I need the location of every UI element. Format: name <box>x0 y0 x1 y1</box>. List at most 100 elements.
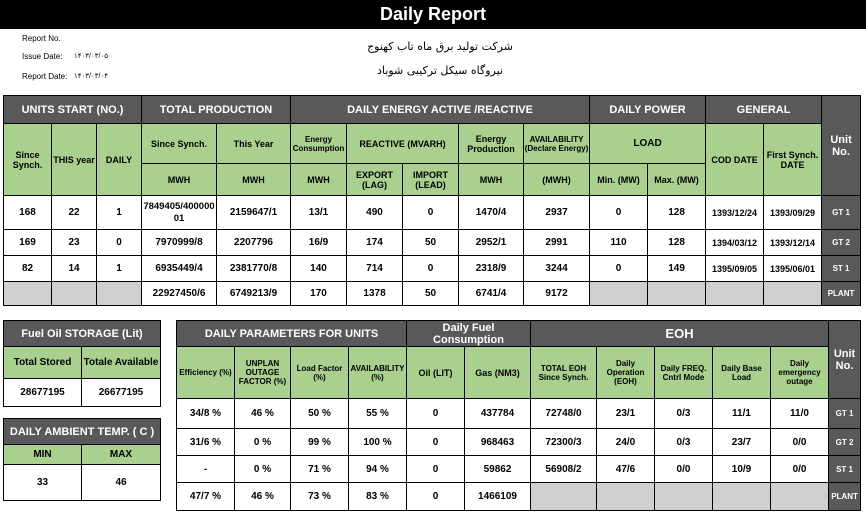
cell: 16/9 <box>290 229 348 256</box>
import-lead-header: IMPORT (LEAD) <box>402 163 460 196</box>
report-date-value: ۱۴۰۳/۰۳/۰۴ <box>74 73 108 80</box>
cell: 174 <box>346 229 404 256</box>
cell: 24/0 <box>596 428 655 456</box>
issue-date-label: Issue Date: <box>22 52 63 61</box>
cell: 2381770/8 <box>215 255 292 282</box>
cell: 46 % <box>234 398 291 429</box>
group-fuel-consumption: Daily Fuel Consumption <box>406 320 531 347</box>
temp-max-header: MAX <box>81 444 161 465</box>
reactive-header: REACTIVE (MVARH) <box>346 123 460 164</box>
cell: 149 <box>647 255 707 282</box>
cell: 73 % <box>290 482 349 511</box>
table-row: 34/8 % 46 % 50 % 55 % 0 437784 72748/0 2… <box>176 398 862 429</box>
cell: 82 <box>3 255 52 282</box>
main-report-table: UNITS START (NO.) TOTAL PRODUCTION DAILY… <box>3 95 862 306</box>
energy-production-header: Energy Production <box>458 123 525 164</box>
cell: 100 % <box>348 428 407 456</box>
table-row: 31/6 % 0 % 99 % 100 % 0 968463 72300/3 2… <box>176 428 862 456</box>
cell: 34/8 % <box>176 398 235 429</box>
cell: 1393/09/29 <box>763 195 823 230</box>
cell: 2952/1 <box>458 229 525 256</box>
energy-consumption-header: Energy Consumption <box>290 123 348 164</box>
cell: 71 % <box>290 455 349 483</box>
cell: 0 <box>406 398 465 429</box>
empty-cell <box>647 281 707 306</box>
cell: 72748/0 <box>530 398 597 429</box>
cell: 2937 <box>523 195 591 230</box>
unit-no-header: Unit No. <box>828 320 862 399</box>
cell: 0/0 <box>769 428 830 456</box>
daily-emergency-header: Daily emergency outage <box>769 346 830 399</box>
empty-cell <box>712 482 771 511</box>
unit-label: ST 1 <box>821 255 862 282</box>
total-stored-value: 28677195 <box>3 378 82 407</box>
group-total-production: TOTAL PRODUCTION <box>140 95 292 124</box>
cell: 23/1 <box>596 398 655 429</box>
cell: 2159647/1 <box>215 195 292 230</box>
cell: 169 <box>3 229 52 256</box>
issue-date-value: ۱۴۰۳/۰۳/۰۵ <box>74 53 108 60</box>
empty-cell <box>596 482 655 511</box>
cell: 72300/3 <box>530 428 597 456</box>
cell: 0 <box>96 229 142 256</box>
report-date: Report Date: ۱۴۰۳/۰۳/۰۴ <box>22 72 108 81</box>
cell: 1393/12/14 <box>763 229 823 256</box>
cell: 22927450/6 <box>141 281 217 306</box>
total-eoh-header: TOTAL EOH Since Synch. <box>530 346 597 399</box>
oil-header: Oil (LIT) <box>406 346 465 399</box>
cell: 1378 <box>346 281 404 306</box>
cell: 23/7 <box>712 428 771 456</box>
gas-header: Gas (NM3) <box>464 346 531 399</box>
cell: 0 <box>406 482 465 511</box>
table-row: 168 22 1 7849405/40000001 2159647/1 13/1… <box>3 195 862 230</box>
load-max-header: Max. (MW) <box>647 163 707 196</box>
cell: 0/0 <box>654 455 713 483</box>
cell: 10/9 <box>712 455 771 483</box>
empty-cell <box>96 281 142 306</box>
cell: 0/0 <box>769 455 830 483</box>
unit-mwh: (MWH) <box>523 163 591 196</box>
cell: 1 <box>96 195 142 230</box>
cell: 6935449/4 <box>141 255 217 282</box>
unit-label: PLANT <box>828 482 862 511</box>
cell: 1470/4 <box>458 195 525 230</box>
cell: 0 <box>589 255 649 282</box>
empty-cell <box>654 482 713 511</box>
export-lag-header: EXPORT (LAG) <box>346 163 404 196</box>
cell: 9172 <box>523 281 591 306</box>
cell: 0 <box>402 195 460 230</box>
fuel-oil-storage-table: Fuel Oil STORAGE (Lit) Total Stored Tota… <box>2 320 162 407</box>
cell: 170 <box>290 281 348 306</box>
cell: 128 <box>647 195 707 230</box>
report-no-label: Report No. <box>22 34 61 43</box>
total-stored-header: Total Stored <box>3 346 82 379</box>
cell: 2991 <box>523 229 591 256</box>
group-units-start: UNITS START (NO.) <box>3 95 142 124</box>
cell: 0 <box>402 255 460 282</box>
cod-date-header: COD DATE <box>705 123 765 196</box>
cell: 99 % <box>290 428 349 456</box>
table-row: 169 23 0 7970999/8 2207796 16/9 174 50 2… <box>3 229 862 256</box>
cell: 6749213/9 <box>215 281 292 306</box>
load-header: LOAD <box>589 123 707 164</box>
empty-cell <box>3 281 52 306</box>
group-general: GENERAL <box>705 95 823 124</box>
efficiency-header: Efficiency (%) <box>176 346 235 399</box>
unit-mwh: MWH <box>215 163 292 196</box>
unit-label: GT 2 <box>821 229 862 256</box>
cell: 46 % <box>234 482 291 511</box>
cell: 2207796 <box>215 229 292 256</box>
empty-cell <box>763 281 823 306</box>
cell: 11/0 <box>769 398 830 429</box>
cell: 0 <box>406 455 465 483</box>
tp-since-synch-header: Since Synch. <box>141 123 217 164</box>
unit-label: PLANT <box>821 281 862 306</box>
cell: 490 <box>346 195 404 230</box>
cell: 11/1 <box>712 398 771 429</box>
group-eoh: EOH <box>529 320 830 347</box>
cell: 47/7 % <box>176 482 235 511</box>
report-date-label: Report Date: <box>22 72 68 81</box>
empty-cell <box>705 281 765 306</box>
cell: 14 <box>51 255 97 282</box>
availability-header: AVAILABILITY (Declare Energy) <box>523 123 591 164</box>
